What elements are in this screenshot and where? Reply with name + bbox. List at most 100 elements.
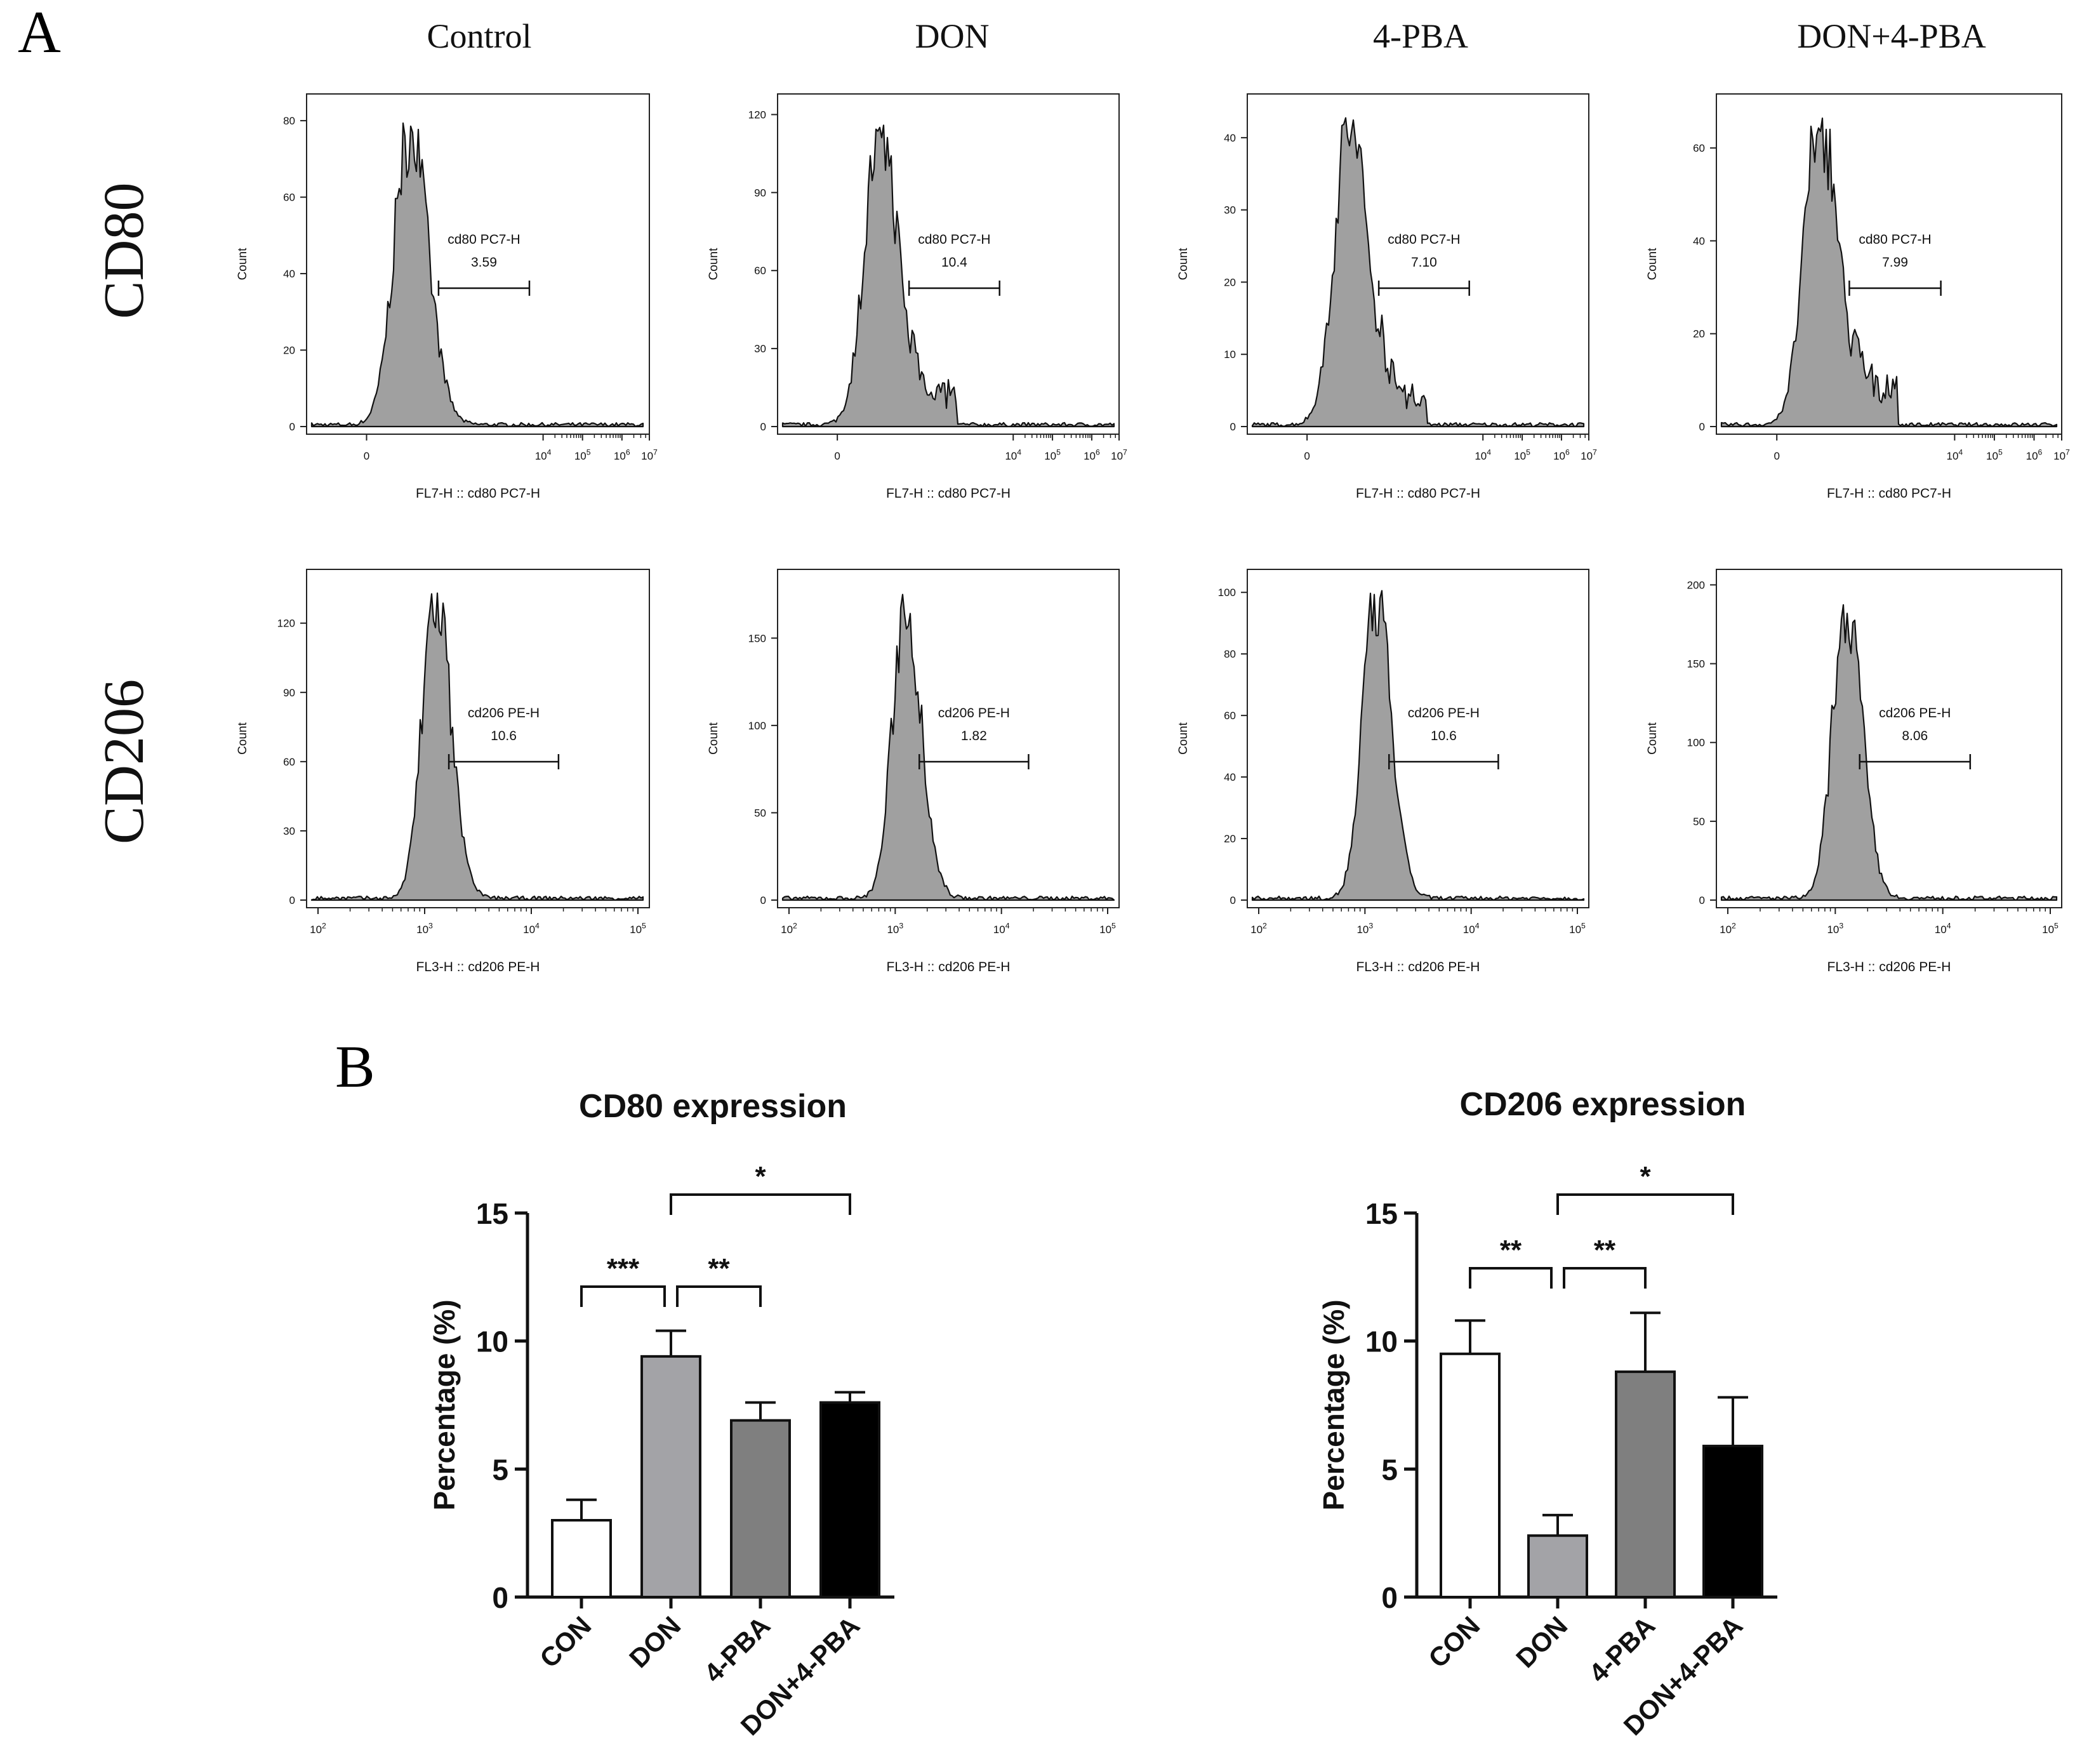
x-tick-label: 107 (2053, 448, 2070, 462)
x-tick-label: 104 (1005, 448, 1021, 462)
gate-percent: 10.6 (1431, 729, 1457, 743)
gate-name: cd206 PE-H (1879, 706, 1951, 720)
gate-name: cd80 PC7-H (918, 232, 990, 247)
bar (730, 1419, 791, 1598)
row-label: CD206 (93, 679, 156, 844)
x-tick-label: 102 (1720, 921, 1736, 936)
y-tick-label: 90 (754, 187, 766, 199)
x-tick-label: 102 (781, 921, 797, 936)
histogram-distribution (781, 594, 1115, 901)
gate-percent: 3.59 (471, 255, 497, 270)
x-tick-label: 102 (310, 921, 326, 936)
x-tick-label: 104 (523, 921, 540, 936)
chart-title: CD206 expression (1460, 1086, 1746, 1123)
x-tick-label: 102 (1250, 921, 1267, 936)
histogram-frame (1716, 569, 2062, 908)
y-axis-title: Percentage (%) (428, 1299, 461, 1510)
y-tick-label: 0 (760, 894, 766, 906)
bar (1440, 1352, 1501, 1598)
y-axis-title: Count (1177, 722, 1190, 754)
y-axis-title: Count (1646, 248, 1659, 280)
x-tick-label: 103 (416, 921, 433, 936)
column-header: Control (427, 17, 531, 55)
y-tick-label: 40 (1693, 235, 1705, 247)
y-tick-label: 60 (754, 265, 766, 277)
x-tick-label: DON (623, 1610, 686, 1673)
significance-label: ** (1500, 1235, 1522, 1266)
significance-bracket (670, 1193, 851, 1215)
y-tick-label: 0 (1230, 421, 1236, 433)
y-tick-label: 20 (1693, 328, 1705, 340)
x-tick-label: 4-PBA (698, 1610, 776, 1688)
x-tick-label: 104 (1935, 921, 1951, 936)
y-tick-label: 20 (1224, 833, 1236, 845)
chart-title: CD80 expression (579, 1088, 847, 1125)
gate-percent: 7.99 (1882, 255, 1908, 270)
y-tick-label: 90 (283, 687, 295, 699)
column-header: DON (915, 17, 990, 55)
gate-percent: 8.06 (1902, 729, 1928, 743)
y-axis-title: Count (707, 722, 720, 754)
x-tick-label: 105 (574, 448, 591, 462)
y-tick-label: 40 (283, 268, 295, 280)
y-tick-label: 50 (1693, 816, 1705, 828)
histogram-distribution (1720, 604, 2058, 901)
x-tick-label: 104 (993, 921, 1010, 936)
gate-percent: 10.6 (491, 729, 517, 743)
x-tick-label: 103 (1827, 921, 1843, 936)
x-tick-label: 107 (1581, 448, 1597, 462)
x-tick-label: 107 (1111, 448, 1127, 462)
y-tick-label: 100 (748, 720, 766, 732)
y-tick-label: 80 (1224, 648, 1236, 660)
panel-label-b: B (335, 1034, 375, 1100)
y-tick-label: 100 (1218, 587, 1236, 599)
histogram-frame (1247, 569, 1589, 908)
y-tick-label: 0 (289, 894, 295, 906)
histogram-distribution (1251, 117, 1585, 428)
y-tick-label: 40 (1224, 132, 1236, 144)
x-tick-label: 103 (887, 921, 903, 936)
significance-label: ** (708, 1253, 730, 1284)
significance-bracket (1556, 1193, 1734, 1215)
column-header: 4-PBA (1373, 17, 1468, 55)
y-axis-title: Count (1177, 248, 1190, 280)
y-tick-label: 5 (492, 1453, 508, 1486)
gate-name: cd206 PE-H (938, 706, 1010, 720)
bar-charts: CD80 expression 0 5 10 15 Percentage (%) CON DO… (428, 1086, 1777, 1741)
x-tick-label: 106 (1084, 448, 1100, 462)
x-tick-label: 107 (641, 448, 658, 462)
histogram-frame (306, 93, 650, 435)
x-axis-title: FL3-H :: cd206 PE-H (1827, 960, 1951, 974)
x-tick-label: 104 (1463, 921, 1480, 936)
x-tick-label: DON (1510, 1610, 1573, 1673)
row-label: CD80 (93, 182, 156, 319)
column-header: DON+4-PBA (1797, 17, 1986, 55)
y-tick-label: 60 (1224, 710, 1236, 722)
x-tick-label: 105 (2042, 921, 2059, 936)
gate-name: cd206 PE-H (468, 706, 540, 720)
bar (1615, 1370, 1676, 1598)
significance-bracket (676, 1285, 762, 1307)
y-tick-label: 5 (1381, 1453, 1398, 1486)
x-tick-label: 0 (834, 450, 840, 462)
x-tick-label: 0 (1774, 450, 1779, 462)
significance-label: * (1640, 1161, 1651, 1192)
y-tick-label: 10 (1365, 1325, 1398, 1358)
y-axis-title: Count (236, 722, 249, 754)
y-axis-title: Count (236, 248, 249, 280)
bar (1702, 1445, 1763, 1599)
gate-percent: 10.4 (941, 255, 967, 270)
significance-label: * (755, 1161, 766, 1192)
x-tick-label: 104 (535, 448, 552, 462)
x-tick-label: 104 (1475, 448, 1491, 462)
x-tick-label: 106 (614, 448, 630, 462)
y-tick-label: 0 (1699, 894, 1705, 906)
y-tick-label: 30 (1224, 204, 1236, 216)
gate-name: cd206 PE-H (1408, 706, 1480, 720)
